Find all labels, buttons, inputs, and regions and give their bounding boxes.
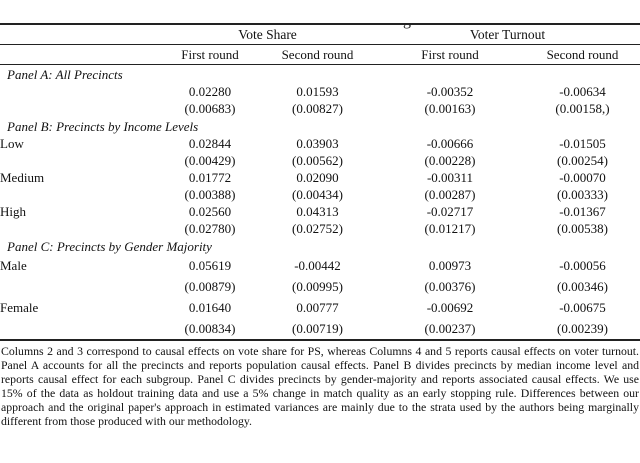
table-row: (0.00683) (0.00827) (0.00163) (0.00158,) — [0, 100, 640, 117]
se-cell: (0.02752) — [292, 221, 343, 236]
sub-header-vs-second-round: Second round — [260, 44, 375, 65]
results-table: Vote Share Voter Turnout First round Sec… — [0, 23, 640, 341]
row-label — [0, 152, 160, 169]
table-row: (0.00388) (0.00434) (0.00287) (0.00333) — [0, 186, 640, 203]
estimate-cell: -0.00056 — [559, 258, 606, 273]
row-label — [0, 220, 160, 237]
clipped-caption-fragment: g — [403, 23, 411, 30]
se-cell: (0.01217) — [424, 221, 476, 236]
sub-header-row: First round Second round First round Sec… — [0, 44, 640, 65]
se-cell: (0.02780) — [184, 221, 236, 236]
se-cell: (0.00683) — [184, 101, 236, 116]
row-label-high: High — [0, 204, 26, 219]
estimate-cell: -0.00442 — [294, 258, 341, 273]
table-row: Male 0.05619 -0.00442 0.00973 -0.00056 — [0, 255, 640, 276]
se-cell: (0.00388) — [184, 187, 236, 202]
estimate-cell: -0.02717 — [426, 204, 474, 219]
estimate-cell: 0.00777 — [296, 300, 339, 315]
estimate-cell: 0.05619 — [188, 258, 232, 273]
row-label — [0, 100, 160, 117]
row-label — [0, 318, 160, 340]
se-cell: (0.00376) — [424, 279, 476, 294]
row-label-low: Low — [0, 136, 24, 151]
se-cell: (0.00287) — [424, 187, 476, 202]
table-row: Medium 0.01772 0.02090 -0.00311 -0.00070 — [0, 169, 640, 186]
sub-header-vt-second-round: Second round — [525, 44, 640, 65]
estimate-cell: 0.02090 — [296, 170, 339, 185]
table-row: High 0.02560 0.04313 -0.02717 -0.01367 — [0, 203, 640, 220]
table-row: (0.00879) (0.00995) (0.00376) (0.00346) — [0, 276, 640, 297]
se-cell: (0.00879) — [184, 279, 236, 294]
se-cell: (0.00834) — [184, 321, 236, 336]
table-row: (0.00834) (0.00719) (0.00237) (0.00239) — [0, 318, 640, 340]
se-cell: (0.00237) — [424, 321, 476, 336]
estimate-cell: 0.01593 — [296, 84, 339, 99]
group-header-voter-turnout: Voter Turnout — [375, 24, 640, 45]
group-header-spacer — [0, 24, 160, 45]
panel-c-title: Panel C: Precincts by Gender Majority — [7, 239, 212, 254]
se-cell: (0.00239) — [557, 321, 608, 336]
estimate-cell: 0.04313 — [296, 204, 339, 219]
estimate-cell: 0.02560 — [188, 204, 232, 219]
table-row: (0.02780) (0.02752) (0.01217) (0.00538) — [0, 220, 640, 237]
se-cell: (0.00827) — [292, 101, 343, 116]
se-cell: (0.00562) — [292, 153, 343, 168]
panel-a-title: Panel A: All Precincts — [7, 67, 123, 82]
sub-header-vt-first-round: First round — [375, 44, 525, 65]
se-cell: (0.00434) — [292, 187, 343, 202]
se-cell: (0.00163) — [424, 101, 476, 116]
row-label-medium: Medium — [0, 170, 45, 185]
clipped-caption-line: g — [0, 23, 640, 32]
estimate-cell: 0.03903 — [296, 136, 339, 151]
estimate-cell: -0.00634 — [559, 84, 606, 99]
se-cell: (0.00346) — [557, 279, 608, 294]
table-row: (0.00429) (0.00562) (0.00228) (0.00254) — [0, 152, 640, 169]
group-header-vote-share: Vote Share — [160, 24, 375, 45]
sub-header-vs-first-round: First round — [160, 44, 260, 65]
estimate-cell: -0.00666 — [426, 136, 474, 151]
panel-c-title-row: Panel C: Precincts by Gender Majority — [0, 237, 640, 255]
se-cell: (0.00333) — [557, 187, 608, 202]
panel-a-title-row: Panel A: All Precincts — [0, 65, 640, 84]
se-cell: (0.00228) — [424, 153, 476, 168]
table-footnote: Columns 2 and 3 correspond to causal eff… — [1, 344, 639, 428]
panel-b-title: Panel B: Precincts by Income Levels — [7, 119, 199, 134]
estimate-cell: 0.02844 — [188, 136, 232, 151]
row-label-male: Male — [0, 258, 27, 273]
se-cell: (0.00719) — [292, 321, 343, 336]
row-label — [0, 83, 160, 100]
se-cell: (0.00995) — [292, 279, 343, 294]
row-label — [0, 186, 160, 203]
sub-header-spacer — [0, 44, 160, 65]
estimate-cell: -0.00692 — [426, 300, 474, 315]
table-row: Low 0.02844 0.03903 -0.00666 -0.01505 — [0, 135, 640, 152]
se-cell: (0.00158,) — [555, 101, 610, 116]
se-cell: (0.00254) — [557, 153, 608, 168]
estimate-cell: -0.01367 — [559, 204, 606, 219]
estimate-cell: -0.01505 — [559, 136, 606, 151]
estimate-cell: -0.00311 — [426, 170, 474, 185]
estimate-cell: 0.02280 — [188, 84, 232, 99]
estimate-cell: 0.00973 — [428, 258, 472, 273]
se-cell: (0.00429) — [184, 153, 236, 168]
estimate-cell: -0.00070 — [559, 170, 606, 185]
table-row: 0.02280 0.01593 -0.00352 -0.00634 — [0, 83, 640, 100]
estimate-cell: -0.00675 — [559, 300, 606, 315]
row-label-female: Female — [0, 300, 39, 315]
table-row: Female 0.01640 0.00777 -0.00692 -0.00675 — [0, 297, 640, 318]
group-header-row: Vote Share Voter Turnout — [0, 24, 640, 45]
estimate-cell: 0.01772 — [188, 170, 232, 185]
estimate-cell: 0.01640 — [188, 300, 232, 315]
estimate-cell: -0.00352 — [426, 84, 474, 99]
panel-b-title-row: Panel B: Precincts by Income Levels — [0, 117, 640, 135]
row-label — [0, 276, 160, 297]
se-cell: (0.00538) — [557, 221, 608, 236]
